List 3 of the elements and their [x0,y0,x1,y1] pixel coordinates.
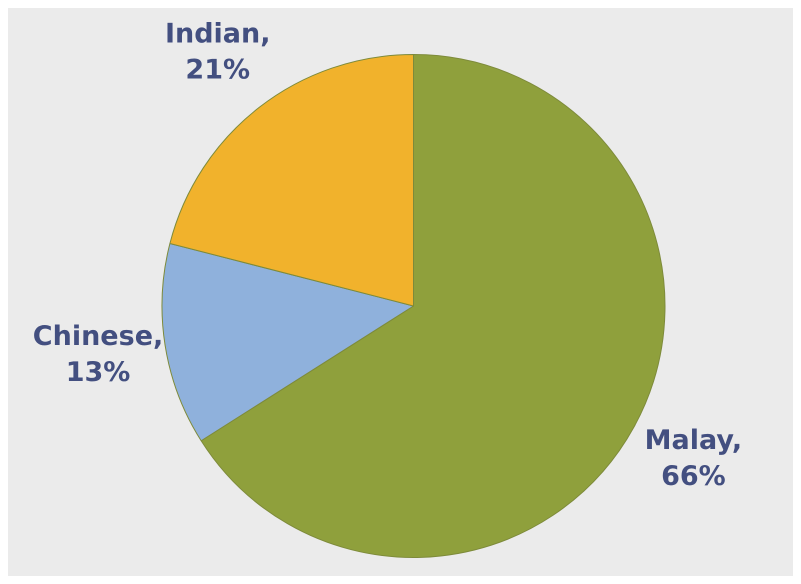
slice-label: Indian, 21% [164,18,271,86]
slice-label: Malay, 66% [644,424,742,492]
slice-label: Chinese, 13% [32,320,164,388]
